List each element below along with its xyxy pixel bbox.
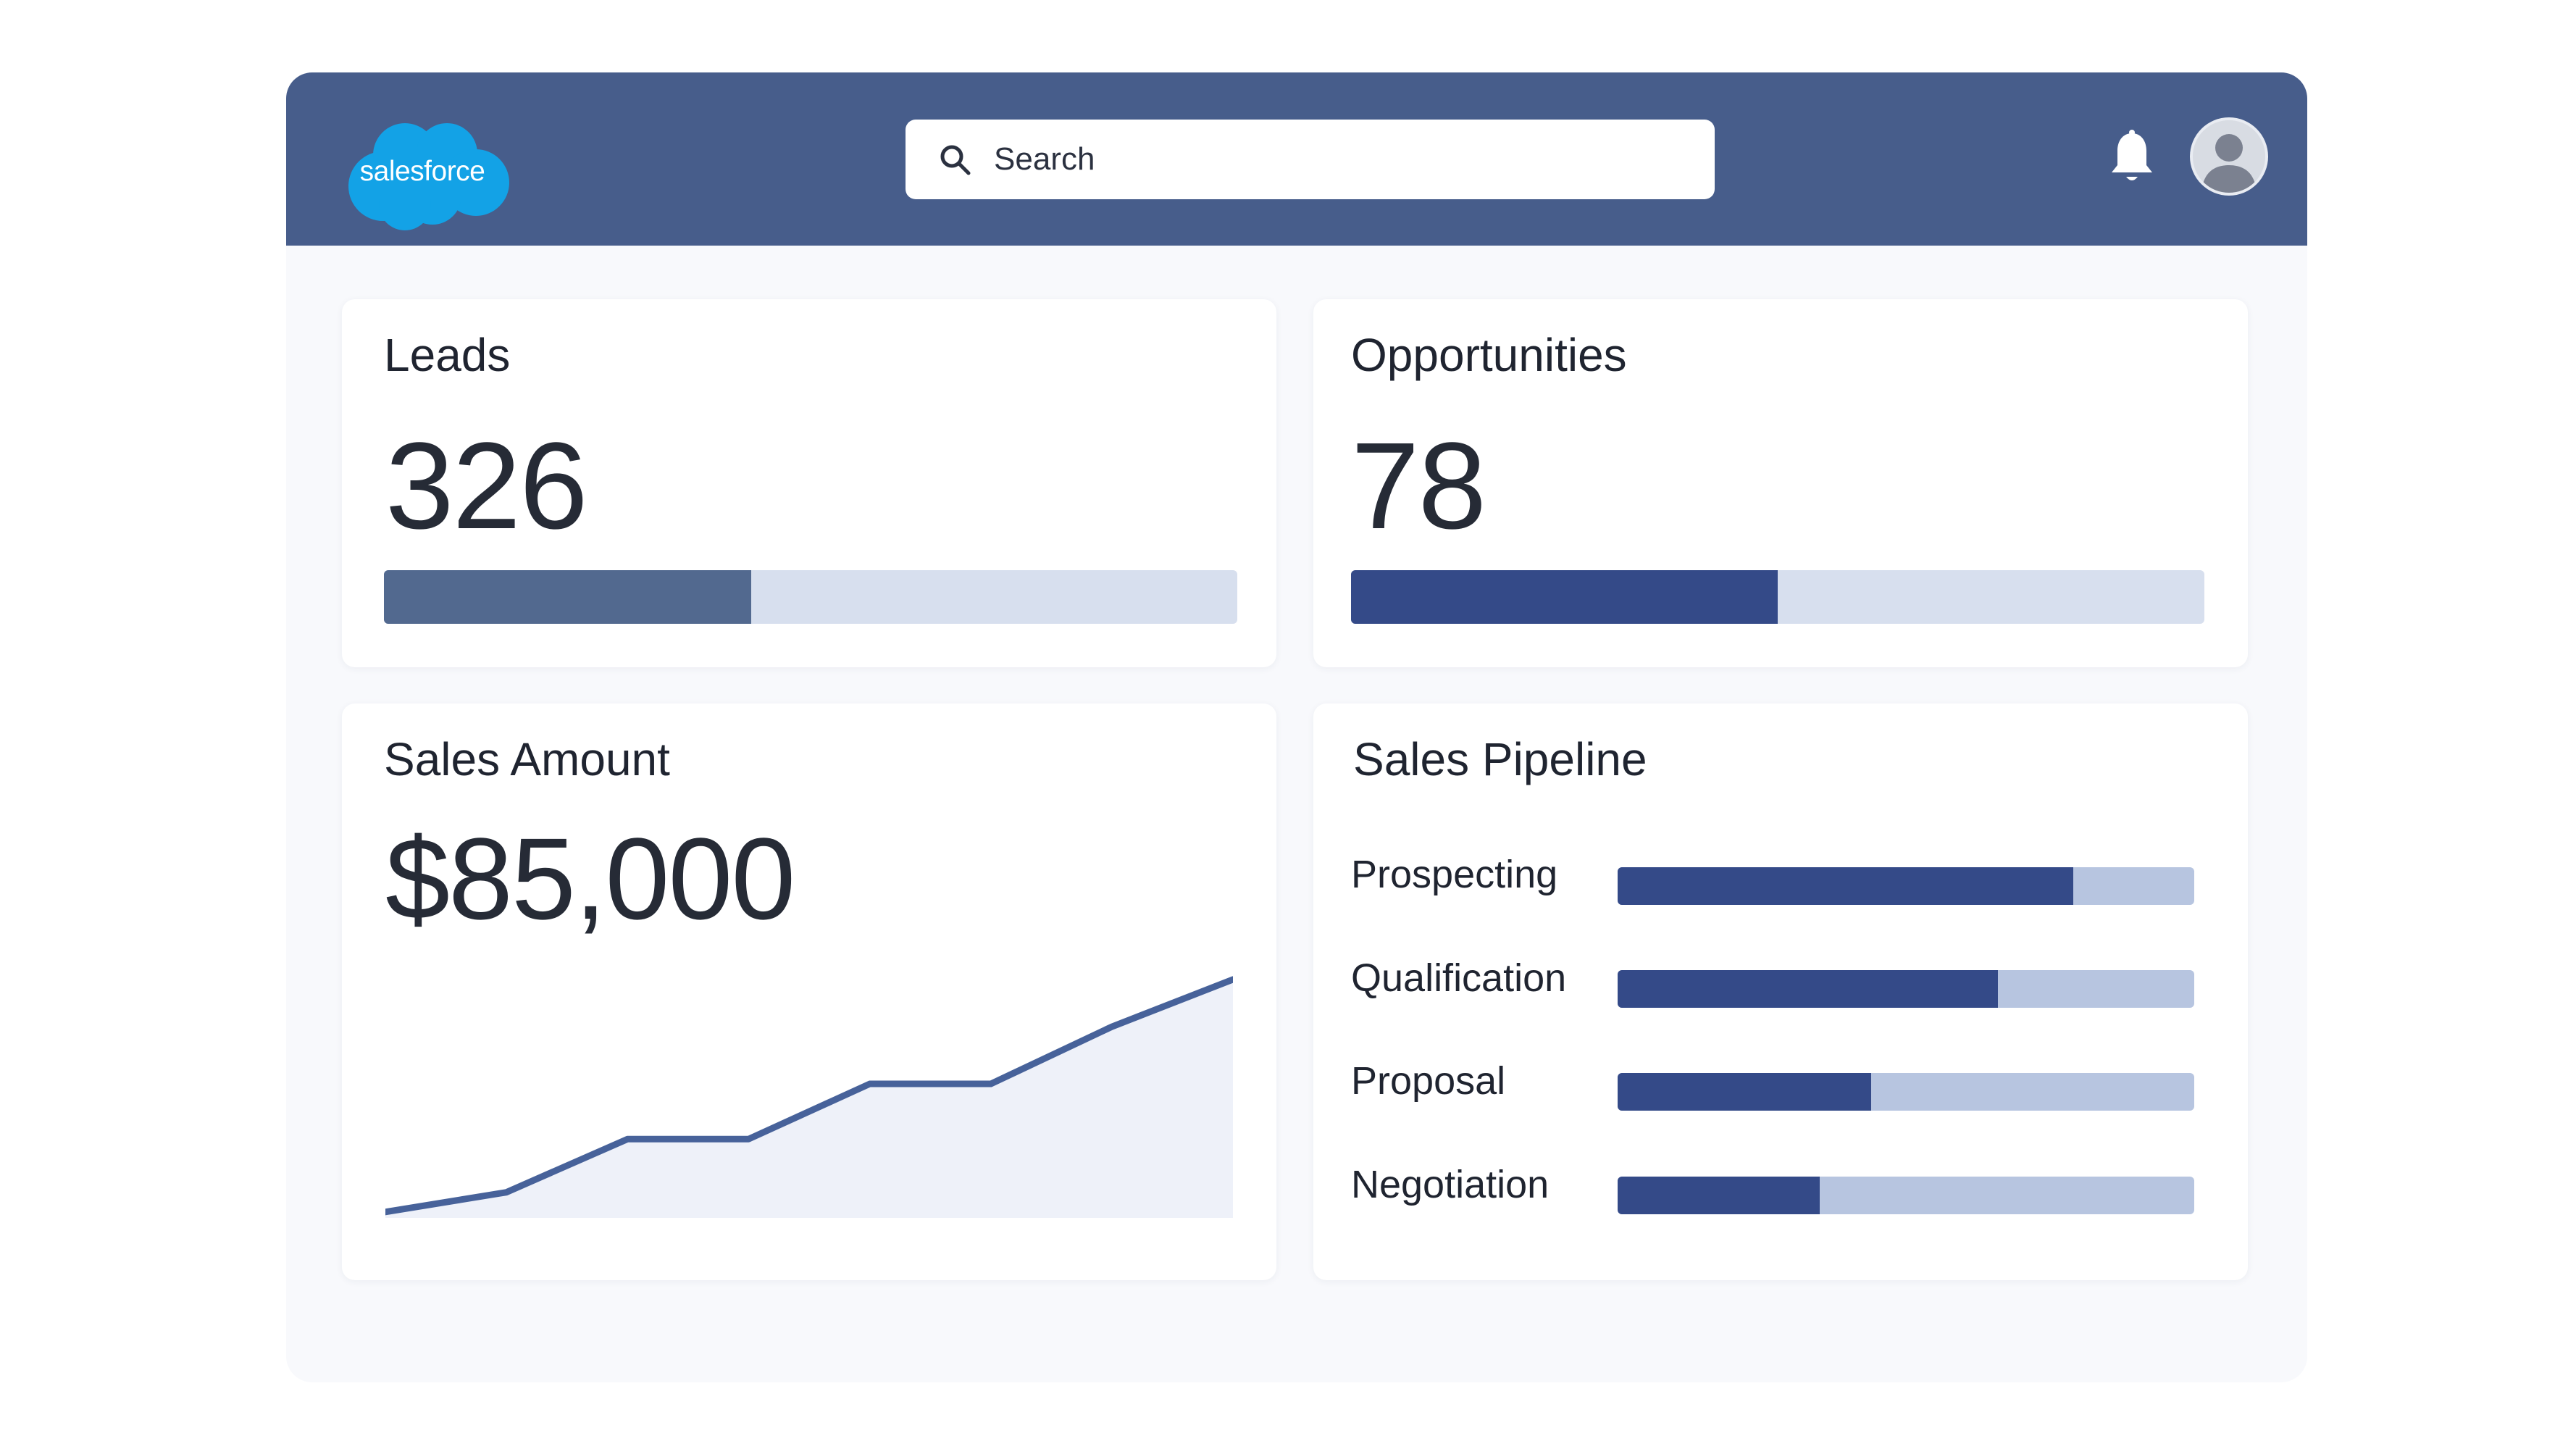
stage-bar-qualification xyxy=(1618,970,2194,1008)
leads-count: 326 xyxy=(385,417,588,555)
salesforce-logo[interactable]: salesforce xyxy=(338,110,512,233)
user-avatar[interactable] xyxy=(2193,120,2265,193)
stage-label-prospecting: Prospecting xyxy=(1351,853,1558,896)
sales-amount-title: Sales Amount xyxy=(384,733,670,785)
leads-progress-fill xyxy=(384,570,751,624)
opportunities-title: Opportunities xyxy=(1351,329,1627,381)
sales-trend-chart xyxy=(385,976,1233,1218)
stage-label-proposal: Proposal xyxy=(1351,1059,1506,1103)
stage-label-negotiation: Negotiation xyxy=(1351,1163,1550,1206)
opportunities-progress-bar xyxy=(1351,570,2204,624)
sales-pipeline-title: Sales Pipeline xyxy=(1353,733,1647,785)
stage-fill-prospecting xyxy=(1618,867,2073,905)
stage-label-qualification: Qualification xyxy=(1351,956,1567,1000)
top-header: salesforce xyxy=(286,72,2307,246)
logo-text: salesforce xyxy=(359,156,485,187)
stage-fill-qualification xyxy=(1618,970,1999,1008)
opportunities-count: 78 xyxy=(1351,417,1486,555)
search-bar[interactable] xyxy=(906,120,1715,199)
stage-bar-proposal xyxy=(1618,1073,2194,1111)
sales-trend-line xyxy=(385,976,1233,1216)
stage-bar-prospecting xyxy=(1618,867,2194,905)
stage-bar-negotiation xyxy=(1618,1177,2194,1214)
stage-fill-negotiation xyxy=(1618,1177,1820,1214)
cloud-logo-icon xyxy=(348,123,509,230)
leads-card[interactable]: Leads 326 xyxy=(342,299,1276,667)
notification-bell-icon[interactable] xyxy=(2108,129,2156,187)
stage-fill-proposal xyxy=(1618,1073,1872,1111)
sales-amount-card[interactable]: Sales Amount $85,000 xyxy=(342,703,1276,1280)
opportunities-card[interactable]: Opportunities 78 xyxy=(1313,299,2248,667)
sales-area-fill xyxy=(385,979,1233,1218)
sales-amount-value: $85,000 xyxy=(385,814,795,943)
opportunities-progress-fill xyxy=(1351,570,1778,624)
sales-pipeline-card[interactable]: Sales Pipeline Prospecting Qualification… xyxy=(1313,703,2248,1280)
search-icon xyxy=(940,145,971,175)
leads-progress-bar xyxy=(384,570,1237,624)
app-window: salesforce Leads 326 xyxy=(286,72,2307,1382)
search-input[interactable] xyxy=(992,141,1647,178)
leads-title: Leads xyxy=(384,329,511,381)
user-avatar-icon xyxy=(2193,120,2265,193)
